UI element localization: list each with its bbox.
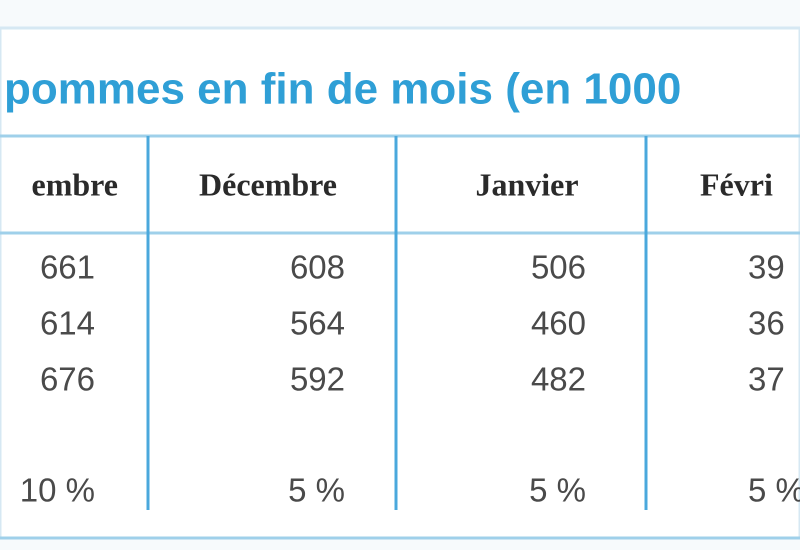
table-title: pommes en fin de mois (en 1000 [4, 65, 681, 114]
table-cell: 661 [40, 249, 95, 286]
table-cell: 36 [748, 305, 785, 342]
column-header: Décembre [199, 166, 337, 202]
percent-cell: 10 % [20, 472, 95, 509]
percent-cell: 5 % [529, 472, 586, 509]
column-header: embre [32, 166, 118, 202]
table-cell: 39 [748, 249, 785, 286]
table-cell: 592 [290, 361, 345, 398]
panel [0, 26, 800, 540]
table-cell: 482 [531, 361, 586, 398]
percent-cell: 5 % [748, 472, 800, 509]
table-cell: 564 [290, 305, 345, 342]
table-cell: 506 [531, 249, 586, 286]
column-header: Janvier [475, 166, 578, 202]
column-header: Févri [700, 166, 773, 202]
table-cell: 608 [290, 249, 345, 286]
percent-cell: 5 % [288, 472, 345, 509]
table-cell: 676 [40, 361, 95, 398]
table-cell: 37 [748, 361, 785, 398]
table-cell: 460 [531, 305, 586, 342]
table-cell: 614 [40, 305, 95, 342]
